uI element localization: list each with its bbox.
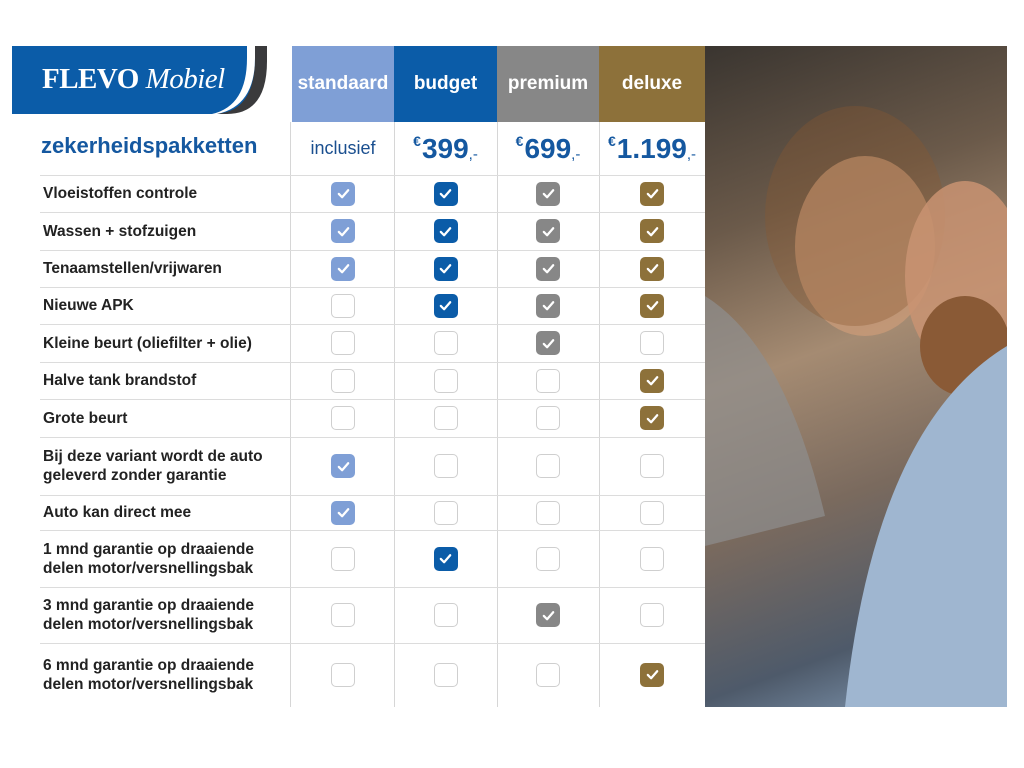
checkbox-empty-icon (536, 406, 560, 430)
currency-symbol: € (413, 132, 421, 149)
checkbox-empty-icon (433, 331, 458, 355)
price-value: 399 (421, 132, 469, 164)
feature-label: Vloeistoffen controle (43, 185, 198, 202)
package-price-premium: €699 ,- (497, 122, 599, 175)
checkbox-checked-icon (433, 256, 458, 281)
package-header-premium: premium (497, 46, 599, 122)
checkbox-empty-icon (433, 500, 458, 525)
checkbox-checked-icon (536, 293, 560, 318)
feature-label: Tenaamstellen/vrijwaren (43, 260, 222, 277)
checkbox-checked-icon (331, 500, 355, 525)
checkbox-checked-icon (433, 181, 458, 206)
checkbox-empty-icon (536, 454, 560, 478)
package-header-standaard: standaard (292, 46, 394, 122)
package-header-deluxe: deluxe (599, 46, 705, 122)
checkbox-checked-icon (536, 219, 560, 243)
feature-label: Bij deze variant wordt de auto geleverd … (43, 448, 263, 484)
row-divider (40, 324, 705, 325)
checkbox-empty-icon (536, 662, 560, 687)
price-value: 1.199 (616, 132, 687, 164)
row-divider (40, 399, 705, 400)
brand-logo-shape (12, 46, 267, 114)
checkbox-checked-icon (536, 331, 560, 355)
checkbox-empty-icon (640, 603, 664, 627)
checkbox-empty-icon (536, 368, 560, 393)
column-divider (599, 122, 600, 707)
checkbox-checked-icon (640, 406, 664, 430)
row-divider (40, 643, 705, 644)
feature-label: Wassen + stofzuigen (43, 222, 197, 240)
checkbox-checked-icon (331, 219, 355, 243)
package-price-standaard: inclusief (310, 138, 376, 158)
row-divider (40, 175, 705, 176)
checkbox-checked-icon (331, 256, 355, 281)
checkbox-empty-icon (331, 603, 355, 627)
currency-symbol: € (515, 132, 524, 149)
checkbox-empty-icon (433, 603, 458, 627)
price-suffix: ,- (468, 146, 478, 163)
price-suffix: ,- (571, 146, 581, 163)
price-suffix: ,- (686, 146, 697, 163)
row-divider (40, 287, 705, 288)
feature-label: Grote beurt (43, 409, 128, 427)
column-divider (290, 122, 291, 707)
feature-label: 1 mnd garantie op draaiende delen motor/… (43, 540, 255, 577)
checkbox-checked-icon (433, 546, 458, 571)
page-title: zekerheidspakketten (41, 133, 258, 158)
checkbox-checked-icon (640, 368, 664, 393)
couple-in-car-photo (705, 46, 1007, 707)
checkbox-empty-icon (433, 454, 458, 478)
feature-label: 3 mnd garantie op draaiende delen motor/… (43, 597, 255, 633)
row-divider (40, 362, 705, 363)
checkbox-empty-icon (331, 406, 355, 430)
row-divider (40, 495, 705, 496)
checkbox-checked-icon (433, 219, 458, 243)
checkbox-checked-icon (536, 603, 560, 627)
checkbox-empty-icon (331, 546, 355, 571)
package-header-budget: budget (394, 46, 497, 122)
feature-label: Kleine beurt (oliefilter + olie) (43, 334, 252, 352)
brand-logo: FLEVO Mobiel (42, 63, 225, 95)
checkbox-empty-icon (640, 500, 664, 525)
checkbox-empty-icon (331, 293, 355, 318)
checkbox-empty-icon (536, 546, 560, 571)
feature-label: Auto kan direct mee (43, 504, 192, 521)
currency-symbol: € (607, 132, 616, 149)
checkbox-checked-icon (536, 181, 560, 206)
package-price-budget: €399 ,- (394, 122, 497, 175)
checkbox-checked-icon (640, 219, 664, 243)
checkbox-checked-icon (331, 454, 355, 478)
checkbox-empty-icon (536, 500, 560, 525)
checkbox-empty-icon (433, 406, 458, 430)
row-divider (40, 250, 705, 251)
package-price-deluxe: €1.199 ,- (599, 122, 705, 175)
row-divider (40, 437, 705, 438)
row-divider (40, 530, 705, 531)
row-divider (40, 212, 705, 213)
checkbox-checked-icon (640, 662, 664, 687)
checkbox-empty-icon (433, 368, 458, 393)
checkbox-empty-icon (640, 546, 664, 571)
checkbox-empty-icon (433, 662, 458, 687)
feature-label: 6 mnd garantie op draaiende delen motor/… (43, 656, 255, 693)
checkbox-checked-icon (331, 181, 355, 206)
checkbox-empty-icon (331, 331, 355, 355)
checkbox-checked-icon (433, 293, 458, 318)
feature-label: Halve tank brandstof (43, 372, 197, 389)
column-divider (497, 122, 498, 707)
column-divider (394, 122, 395, 707)
checkbox-checked-icon (640, 181, 664, 206)
checkbox-empty-icon (640, 454, 664, 478)
row-divider (40, 587, 705, 588)
checkbox-empty-icon (640, 331, 664, 355)
price-value: 699 (524, 132, 572, 164)
feature-label: Nieuwe APK (43, 297, 134, 314)
checkbox-empty-icon (331, 662, 355, 687)
checkbox-checked-icon (536, 256, 560, 281)
checkbox-empty-icon (331, 368, 355, 393)
checkbox-checked-icon (640, 293, 664, 318)
checkbox-checked-icon (640, 256, 664, 281)
